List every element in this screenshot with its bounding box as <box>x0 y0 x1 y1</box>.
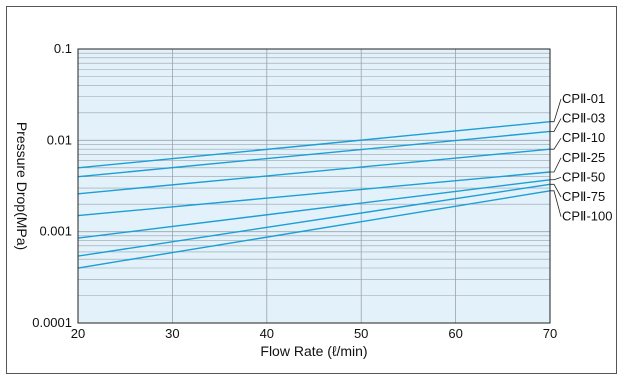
series-line <box>77 190 551 269</box>
y-tick-label: 0.001 <box>39 224 72 239</box>
series-label-leaders <box>550 98 562 217</box>
y-tick-label: 0.0001 <box>32 315 72 330</box>
x-tick-label: 20 <box>71 326 85 341</box>
plot-area <box>78 49 550 323</box>
y-tick-labels: 0.0001 0.001 0.01 0.1 <box>32 41 72 330</box>
series-label: CPⅡ-75 <box>562 189 605 204</box>
series-line <box>77 179 551 239</box>
x-axis-title: Flow Rate (ℓ/min) <box>260 343 367 359</box>
series-line <box>77 171 551 217</box>
series-label: CPⅡ-100 <box>562 209 612 224</box>
label-leader-line <box>550 177 562 181</box>
label-leader-line <box>550 190 562 217</box>
series-label: CPⅡ-01 <box>562 91 605 106</box>
plot-border <box>77 48 551 324</box>
series-line <box>77 148 551 195</box>
series-label: CPⅡ-10 <box>562 130 605 145</box>
x-tick-label: 60 <box>448 326 462 341</box>
series-line <box>77 183 551 257</box>
series-label: CPⅡ-25 <box>562 150 605 165</box>
series-lines <box>77 120 551 269</box>
y-tick-label: 0.1 <box>54 41 72 56</box>
y-axis-title: Pressure Drop(MPa) <box>14 122 30 250</box>
label-leader-line <box>550 118 562 132</box>
label-leader-line <box>550 183 562 198</box>
x-tick-label: 30 <box>165 326 179 341</box>
series-line <box>77 130 551 178</box>
label-leader-line <box>550 157 562 173</box>
series-labels: CPⅡ-01 CPⅡ-03 CPⅡ-10 CPⅡ-25 CPⅡ-50 CPⅡ-75 CPⅡ-… <box>562 91 612 224</box>
x-tick-labels: 20 30 40 50 60 70 <box>71 326 557 341</box>
series-line <box>77 120 551 169</box>
label-leader-line <box>550 98 562 123</box>
y-tick-label: 0.01 <box>47 132 72 147</box>
label-leader-line <box>550 137 562 150</box>
x-tick-label: 50 <box>354 326 368 341</box>
x-tick-label: 70 <box>543 326 557 341</box>
x-tick-label: 40 <box>260 326 274 341</box>
series-label: CPⅡ-03 <box>562 111 605 126</box>
series-label: CPⅡ-50 <box>562 169 605 184</box>
